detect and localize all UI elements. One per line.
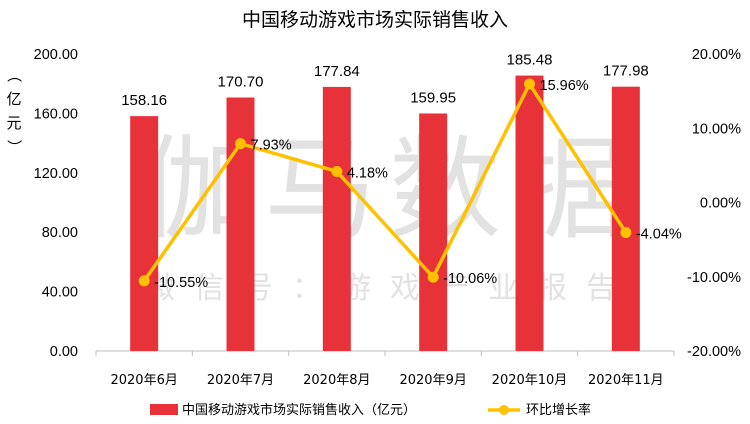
bar: [515, 75, 544, 352]
bar: [226, 97, 255, 351]
line-point: [620, 226, 632, 238]
line-point: [138, 275, 150, 287]
y2-axis-tick-label: -20.00%: [687, 344, 741, 360]
line-data-label: 15.96%: [540, 78, 589, 94]
legend: 中国移动游戏市场实际销售收入（亿元） 环比增长率: [150, 402, 591, 418]
line-data-label: 7.93%: [251, 138, 292, 154]
x-axis-tick-label: 2020年8月: [303, 373, 370, 388]
line-series: [142, 82, 628, 282]
left-axis-unit-char: 元: [6, 114, 21, 132]
y-axis-tick-label: 160.00: [34, 106, 78, 122]
y-axis-tick-label: 40.00: [42, 285, 78, 301]
line-point: [235, 138, 246, 150]
legend-label-line: 环比增长率: [526, 402, 591, 418]
y-axis-tick-label: 80.00: [42, 225, 78, 241]
y2-axis-tick-label: -10.00%: [687, 270, 741, 286]
line-data-label: -10.55%: [154, 275, 208, 291]
legend-swatch-bar: [150, 404, 178, 415]
chart-title: 中国移动游戏市场实际销售收入: [242, 9, 508, 31]
bar: [322, 86, 351, 352]
left-axis-unit-char: 亿: [6, 90, 21, 108]
watermark-sub-char: ：: [292, 271, 322, 306]
legend-label-bar: 中国移动游戏市场实际销售收入（亿元）: [182, 402, 416, 418]
line-data-label: -4.04%: [636, 226, 682, 242]
watermark-sub-char: 业: [488, 271, 518, 306]
line-point: [524, 78, 535, 90]
watermark-char: 马: [264, 125, 376, 255]
bar-data-label: 177.98: [603, 63, 649, 80]
y-axis-tick-label: 120.00: [34, 166, 78, 182]
line-point: [331, 165, 343, 177]
legend-marker-line: [499, 405, 509, 415]
watermark-sub-char: 告: [586, 271, 616, 306]
bar-data-label: 170.70: [218, 74, 264, 91]
bar-data-label: 159.95: [410, 89, 456, 106]
y-axis-tick-label: 0.00: [50, 344, 78, 360]
x-axis-tick-label: 2020年10月: [492, 373, 568, 388]
left-axis-unit-char: （: [5, 67, 23, 82]
watermark-sub-char: 信: [194, 271, 224, 306]
bar: [130, 116, 159, 351]
left-axis-unit: （ 亿元 ）: [5, 67, 23, 154]
bar-data-label: 158.16: [121, 92, 167, 109]
line-data-label: -10.06%: [443, 271, 497, 287]
y2-axis-tick-label: 10.00%: [692, 121, 741, 137]
line-point: [427, 271, 439, 283]
left-axis-unit-char: ）: [5, 139, 23, 154]
bar-data-label: 177.84: [314, 63, 360, 80]
line-data-label: 4.18%: [347, 165, 388, 181]
x-axis-tick-label: 2020年7月: [207, 373, 274, 388]
y2-axis-tick-label: 20.00%: [692, 47, 741, 63]
x-axis-tick-label: 2020年9月: [399, 373, 466, 388]
x-axis-tick-label: 2020年11月: [588, 373, 664, 388]
x-axis-tick-label: 2020年6月: [110, 373, 177, 388]
bar: [419, 113, 448, 352]
y2-axis-tick-label: 0.00%: [700, 196, 741, 212]
watermark-sub-char: 戏: [390, 271, 420, 306]
y-axis-tick-label: 200.00: [34, 47, 78, 63]
bar-data-label: 185.48: [507, 52, 553, 69]
